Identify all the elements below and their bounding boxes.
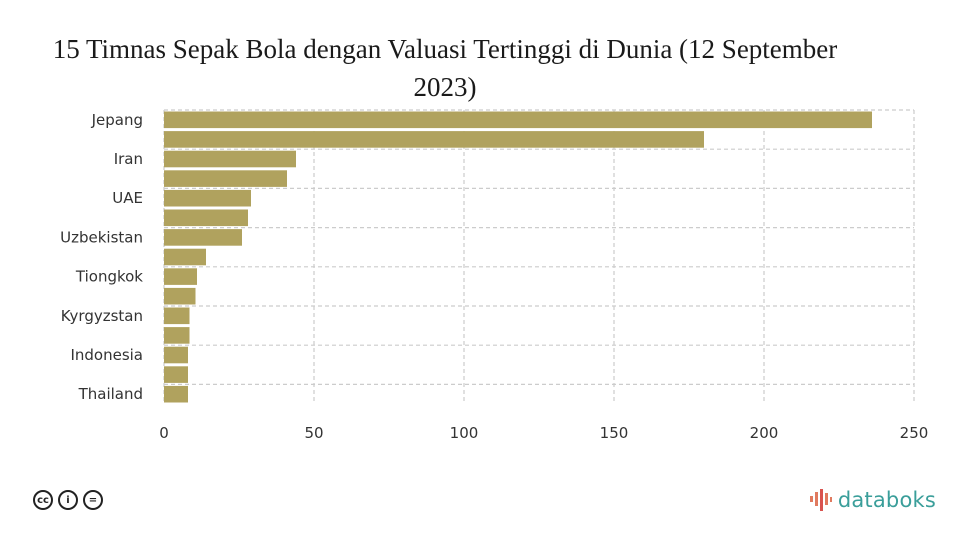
grid-lines (163, 109, 915, 404)
bar[interactable] (164, 131, 704, 148)
x-tick-label: 200 (750, 424, 779, 442)
bar[interactable] (164, 189, 251, 207)
category-labels: Jepang Iran UAE Uzbekistan Tiongkok Kyrgyzsta… (60, 111, 143, 403)
bar[interactable] (164, 209, 248, 227)
bar[interactable] (164, 150, 296, 168)
bar[interactable] (164, 366, 188, 383)
license-icons: cc i = (33, 490, 103, 510)
bar[interactable] (164, 346, 188, 364)
bar[interactable] (164, 111, 872, 129)
bar[interactable] (164, 327, 190, 344)
category-label: UAE (112, 189, 143, 207)
bar[interactable] (164, 248, 206, 266)
cc-icon[interactable]: cc (33, 490, 53, 510)
by-icon[interactable]: i (58, 490, 78, 510)
x-tick-label: 250 (900, 424, 929, 442)
x-tick-label: 150 (600, 424, 629, 442)
databoks-logo[interactable]: databoks (809, 488, 936, 512)
category-label: Kyrgyzstan (61, 307, 143, 325)
category-label: Thailand (78, 385, 143, 403)
category-label: Tiongkok (75, 268, 143, 286)
databoks-mark-icon (809, 489, 832, 511)
bar[interactable] (164, 268, 197, 285)
category-label: Uzbekistan (60, 228, 143, 246)
bar[interactable] (164, 170, 287, 187)
bar[interactable] (164, 229, 242, 246)
category-label: Iran (114, 150, 143, 168)
x-tick-label: 100 (450, 424, 479, 442)
x-axis-tick-labels: 0 50 100 150 200 250 (159, 424, 928, 442)
category-label: Indonesia (70, 346, 143, 364)
brand-name: databoks (837, 488, 936, 512)
bars (164, 111, 872, 403)
x-tick-label: 50 (304, 424, 323, 442)
category-label: Jepang (91, 111, 143, 129)
chart-title: 15 Timnas Sepak Bola dengan Valuasi Tert… (52, 34, 838, 102)
bar[interactable] (164, 287, 196, 305)
bar[interactable] (164, 307, 190, 325)
x-tick-label: 0 (159, 424, 169, 442)
bar-chart: Jepang Iran UAE Uzbekistan Tiongkok Kyrgyzsta… (60, 109, 928, 442)
nd-icon[interactable]: = (83, 490, 103, 510)
bar[interactable] (164, 385, 188, 403)
